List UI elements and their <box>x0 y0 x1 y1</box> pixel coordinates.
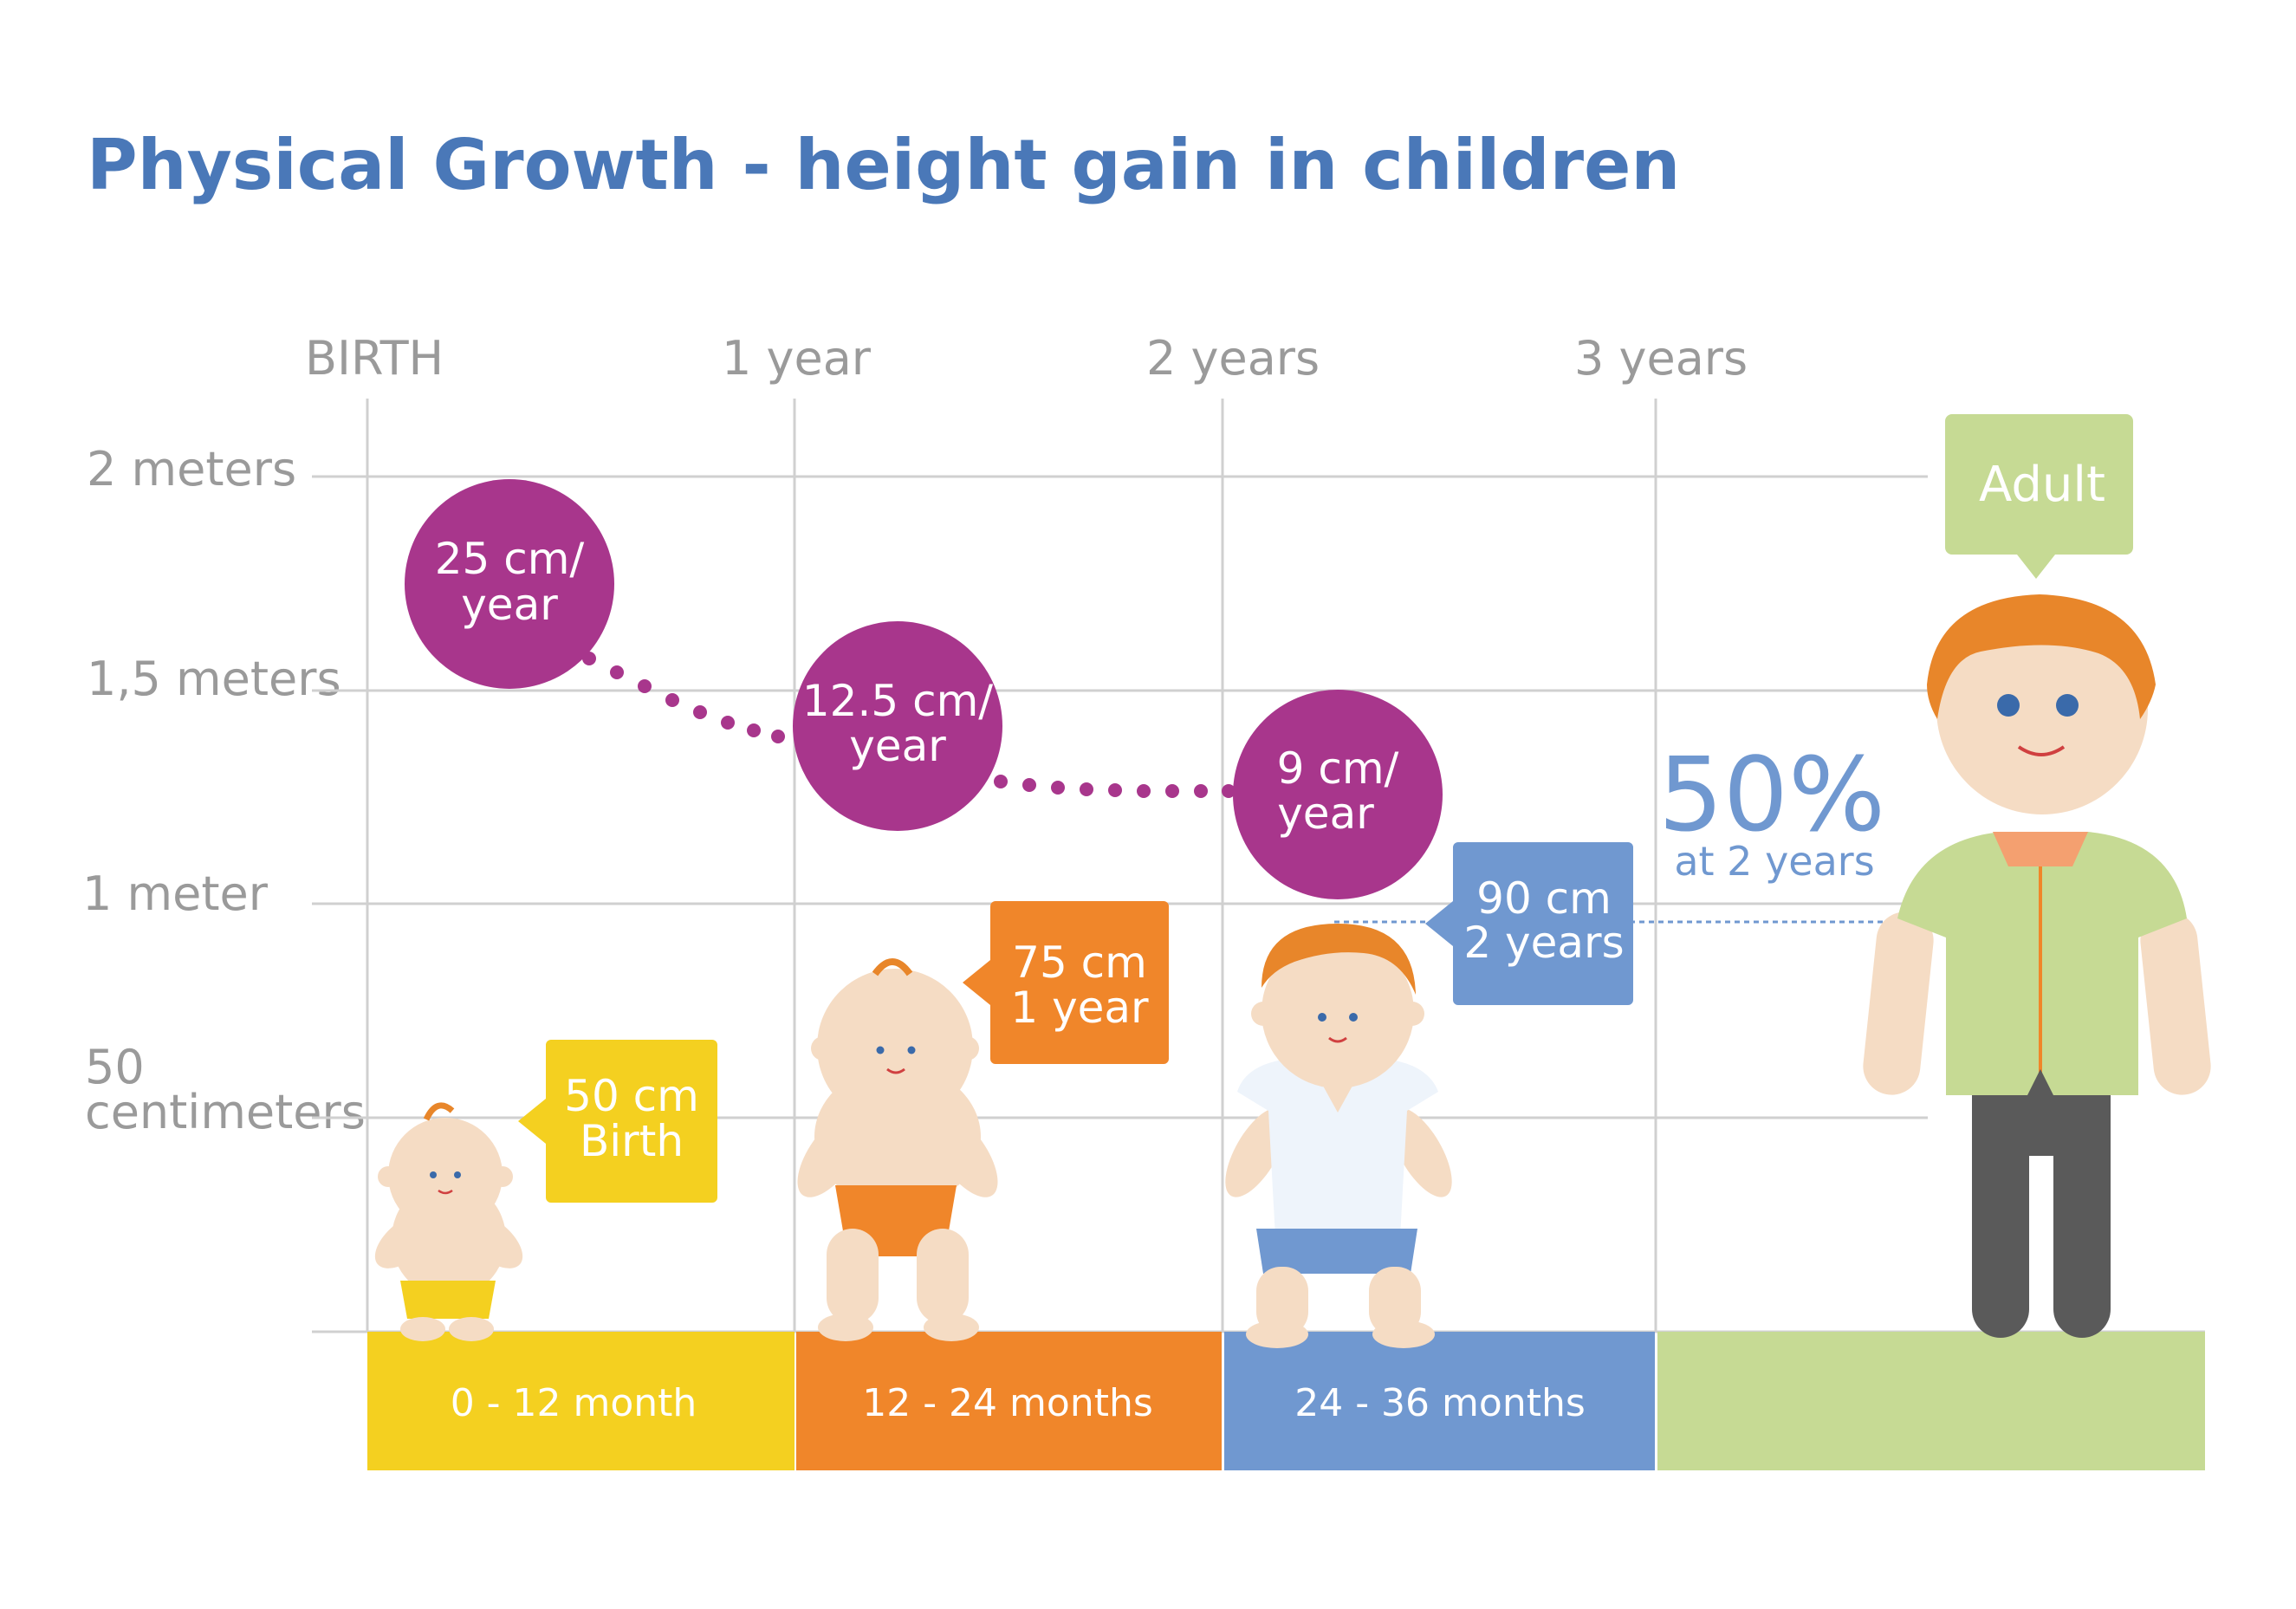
time-label-birth: BIRTH <box>305 331 444 386</box>
toddler-1-year-illustration <box>797 958 998 1341</box>
rate-bubble-0-12-line1: 25 cm/ <box>435 534 585 584</box>
period-bar-12-24 <box>796 1332 1222 1470</box>
time-label-1-year: 1 year <box>722 331 872 386</box>
milestone-birth-line1: 50 cm <box>564 1071 699 1121</box>
time-label-3-years: 3 years <box>1574 331 1748 386</box>
page-title: Physical Growth - height gain in childre… <box>87 125 1680 205</box>
milestone-1-year-line1: 75 cm <box>1012 938 1147 988</box>
time-label-2-years: 2 years <box>1146 331 1320 386</box>
adult-illustration <box>1863 594 2211 1338</box>
rate-bubble-12-24-line2: year <box>849 721 946 771</box>
child-2-years-illustration <box>1225 924 1452 1348</box>
height-label-1m: 1 meter <box>82 866 269 921</box>
milestone-birth-line2: Birth <box>580 1116 684 1166</box>
milestone-1-year-line2: 1 year <box>1010 983 1149 1033</box>
time-axis: BIRTH 1 year 2 years 3 years <box>305 331 1748 386</box>
milestone-1-year-box <box>963 901 1169 1064</box>
period-bar-0-12 <box>367 1332 795 1470</box>
half-stat-caption: at 2 years <box>1674 838 1874 885</box>
height-label-2m: 2 meters <box>87 442 296 496</box>
milestone-2-years-line1: 90 cm <box>1476 873 1612 924</box>
adult-callout: Adult <box>1945 414 2133 579</box>
rate-bubble-24-36-line1: 9 cm/ <box>1277 743 1399 794</box>
milestone-2-years-box <box>1425 842 1633 1005</box>
rate-bubble-24-36 <box>1233 690 1443 899</box>
rate-bubble-0-12 <box>405 479 614 689</box>
height-label-50cm-a: 50 <box>85 1040 145 1094</box>
milestone-callouts: 50 cm Birth 75 cm 1 year 90 cm 2 years <box>518 842 1633 1203</box>
milestone-2-years-line2: 2 years <box>1463 918 1624 968</box>
period-bars: 0 - 12 month 12 - 24 months 24 - 36 mont… <box>367 1332 2205 1470</box>
rate-bubble-24-36-line2: year <box>1277 788 1374 839</box>
growth-rate-bubbles: 25 cm/ year 12.5 cm/ year 9 cm/ year <box>405 479 1443 899</box>
rate-connectors <box>582 652 1236 798</box>
height-label-1-5m: 1,5 meters <box>87 652 341 706</box>
rate-bubble-12-24-line1: 12.5 cm/ <box>802 676 993 726</box>
period-bar-adult <box>1657 1332 2205 1470</box>
rate-bubble-12-24 <box>793 621 1002 831</box>
rate-bubble-0-12-line2: year <box>461 580 558 630</box>
height-label-50cm-b: centimeters <box>85 1085 366 1139</box>
adult-label: Adult <box>1979 457 2105 513</box>
milestone-birth-box <box>518 1040 717 1203</box>
period-label-12-24: 12 - 24 months <box>862 1381 1153 1425</box>
period-label-0-12: 0 - 12 month <box>451 1381 697 1425</box>
baby-newborn-illustration <box>374 1102 523 1341</box>
half-stat-value: 50% <box>1658 735 1885 854</box>
period-bar-24-36 <box>1224 1332 1655 1470</box>
height-axis: 2 meters 1,5 meters 1 meter 50 centimete… <box>82 442 366 1139</box>
period-label-24-36: 24 - 36 months <box>1294 1381 1586 1425</box>
